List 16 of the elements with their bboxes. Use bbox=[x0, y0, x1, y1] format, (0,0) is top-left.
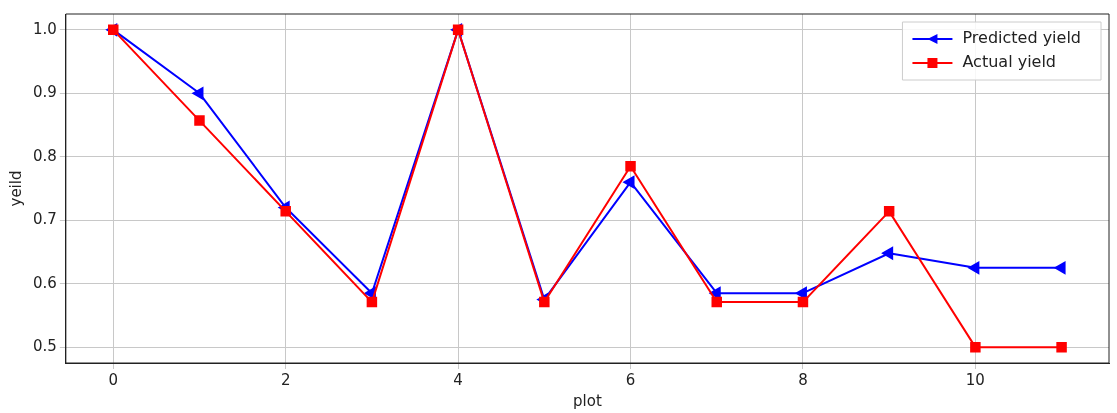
x-tick-label: 10 bbox=[965, 370, 985, 389]
x-tick-label: 8 bbox=[798, 370, 808, 389]
x-tick-label: 0 bbox=[108, 370, 119, 389]
x-tick-label: 4 bbox=[453, 370, 463, 389]
y-tick-label: 0.6 bbox=[33, 273, 57, 292]
y-axis-title: yeild bbox=[6, 170, 25, 207]
y-tick-label: 1.0 bbox=[33, 19, 57, 38]
legend-label: Actual yield bbox=[962, 52, 1057, 72]
y-tick-label: 0.5 bbox=[33, 337, 57, 356]
legend-label: Predicted yield bbox=[962, 28, 1082, 48]
x-axis-title: plot bbox=[573, 391, 602, 410]
y-tick-label: 0.8 bbox=[33, 146, 57, 165]
x-tick-label: 6 bbox=[625, 370, 636, 389]
x-tick-label: 2 bbox=[280, 370, 291, 389]
y-tick-label: 0.9 bbox=[33, 83, 57, 102]
y-tick-label: 0.7 bbox=[33, 210, 57, 229]
